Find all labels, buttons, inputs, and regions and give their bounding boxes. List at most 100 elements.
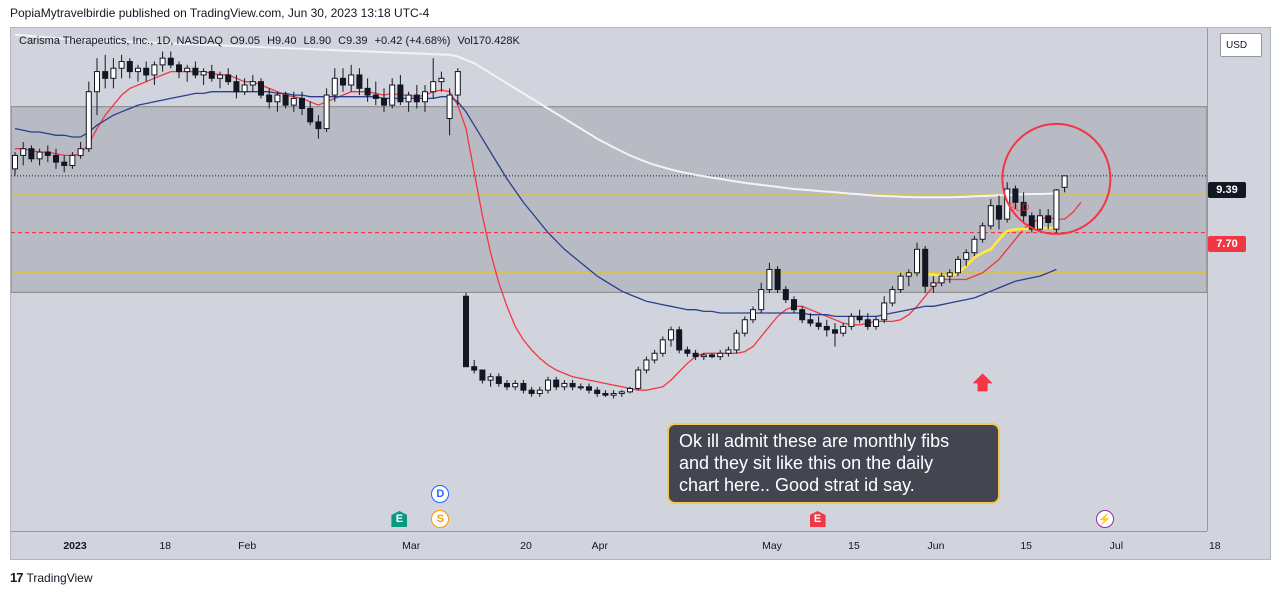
candle-body [126, 61, 133, 73]
candle-14 [126, 58, 133, 79]
candle-body [856, 315, 863, 321]
candle-body [979, 225, 986, 240]
x-tick-label: 2023 [63, 540, 87, 552]
candle-57 [479, 369, 486, 384]
candle-body [258, 81, 264, 96]
circle-overlay-text: BLD [1008, 202, 1029, 214]
candle-body [545, 379, 551, 391]
candle-16 [143, 61, 150, 82]
text-annotation-callout[interactable]: Ok ill admit these are monthly fibs and … [667, 423, 1000, 504]
candle-91 [758, 282, 765, 314]
candle-116 [963, 249, 970, 267]
candle-body [413, 94, 420, 103]
candle-body [340, 77, 346, 86]
candle-body [881, 302, 888, 321]
x-tick-label: 15 [1020, 540, 1032, 552]
candle-body [249, 81, 256, 86]
candle-body [12, 154, 18, 170]
candle-body [684, 349, 691, 354]
candle-body [700, 354, 707, 358]
time-axis[interactable] [11, 531, 1207, 559]
candle-body [290, 97, 297, 106]
candle-112 [930, 276, 937, 293]
candle-body [668, 329, 674, 341]
candle-body [20, 148, 27, 156]
candle-body [782, 289, 789, 301]
candle-98 [815, 316, 822, 330]
footer-branding: 17 TradingView [10, 570, 93, 585]
candle-body [118, 61, 125, 69]
candle-body [495, 376, 502, 384]
candle-body [241, 84, 248, 93]
candle-body [610, 393, 617, 396]
ipo-event-icon[interactable]: ⚡ [1095, 510, 1114, 528]
candle-body [594, 389, 601, 395]
candle-126 [1045, 209, 1052, 230]
candle-body [889, 289, 896, 304]
earnings-event-icon-2[interactable]: E [809, 511, 826, 527]
candle-54 [454, 68, 461, 106]
x-tick-label: 18 [1209, 540, 1221, 552]
candle-69 [577, 383, 584, 391]
candle-35 [299, 91, 305, 116]
symbol-legend: Carisma Therapeutics, Inc., 1D, NASDAQ O… [19, 35, 524, 47]
chart-panel[interactable]: BLD13.0012.0011.0010.009.008.007.006.005… [10, 27, 1271, 560]
candle-65 [545, 376, 551, 394]
candle-89 [741, 316, 748, 337]
candle-22 [192, 61, 199, 79]
candle-26 [225, 68, 232, 86]
currency-label: USD [1226, 39, 1248, 51]
candle-body [823, 325, 830, 331]
candle-108 [897, 272, 904, 293]
candle-body [791, 299, 797, 311]
candle-58 [487, 373, 494, 387]
candle-body [905, 272, 912, 277]
price-axis[interactable] [1207, 28, 1270, 531]
candle-101 [840, 323, 847, 337]
earnings-event-icon[interactable]: E [391, 511, 408, 527]
candle-84 [700, 353, 707, 360]
legend-symbol-name[interactable]: Carisma Therapeutics, Inc., 1D, NASDAQ [19, 35, 223, 47]
candle-body [102, 71, 109, 79]
candle-46 [389, 78, 396, 109]
candle-107 [889, 286, 896, 307]
candle-76 [635, 366, 642, 391]
candle-110 [914, 242, 920, 277]
candle-body [176, 64, 182, 73]
candle-56 [471, 359, 478, 374]
candle-body [192, 67, 199, 76]
candle-body [897, 275, 904, 291]
candle-body [389, 84, 396, 106]
white-sma-line [14, 33, 1057, 199]
candle-105 [873, 316, 879, 330]
candle-body [586, 386, 592, 391]
candle-49 [413, 85, 420, 109]
candle-body [832, 329, 838, 334]
candle-body [659, 339, 666, 354]
candle-body [463, 295, 469, 368]
candle-body [110, 67, 117, 79]
candle-body [946, 272, 953, 277]
candle-body [69, 154, 76, 166]
candle-body [1037, 215, 1043, 230]
x-tick-label: Jul [1110, 540, 1123, 552]
candle-43 [364, 78, 371, 102]
candle-4 [44, 145, 51, 163]
candle-body [274, 94, 281, 103]
chart-canvas[interactable]: BLD13.0012.0011.0010.009.008.007.006.005… [11, 28, 1270, 559]
candle-body [85, 91, 92, 150]
dividend-event-icon[interactable]: D [431, 485, 450, 503]
candle-body [561, 382, 568, 388]
candle-8 [77, 142, 84, 159]
x-tick-label: 18 [159, 540, 171, 552]
legend-open-value: 9.05 [238, 35, 261, 47]
candle-body [331, 77, 338, 96]
split-event-icon[interactable]: S [431, 510, 450, 528]
candle-9 [85, 81, 92, 153]
candle-77 [643, 356, 650, 374]
candle-body [569, 382, 576, 388]
candle-73 [610, 390, 617, 399]
candle-body [471, 366, 478, 371]
currency-selector[interactable]: USD [1220, 33, 1262, 57]
candle-68 [569, 380, 576, 391]
